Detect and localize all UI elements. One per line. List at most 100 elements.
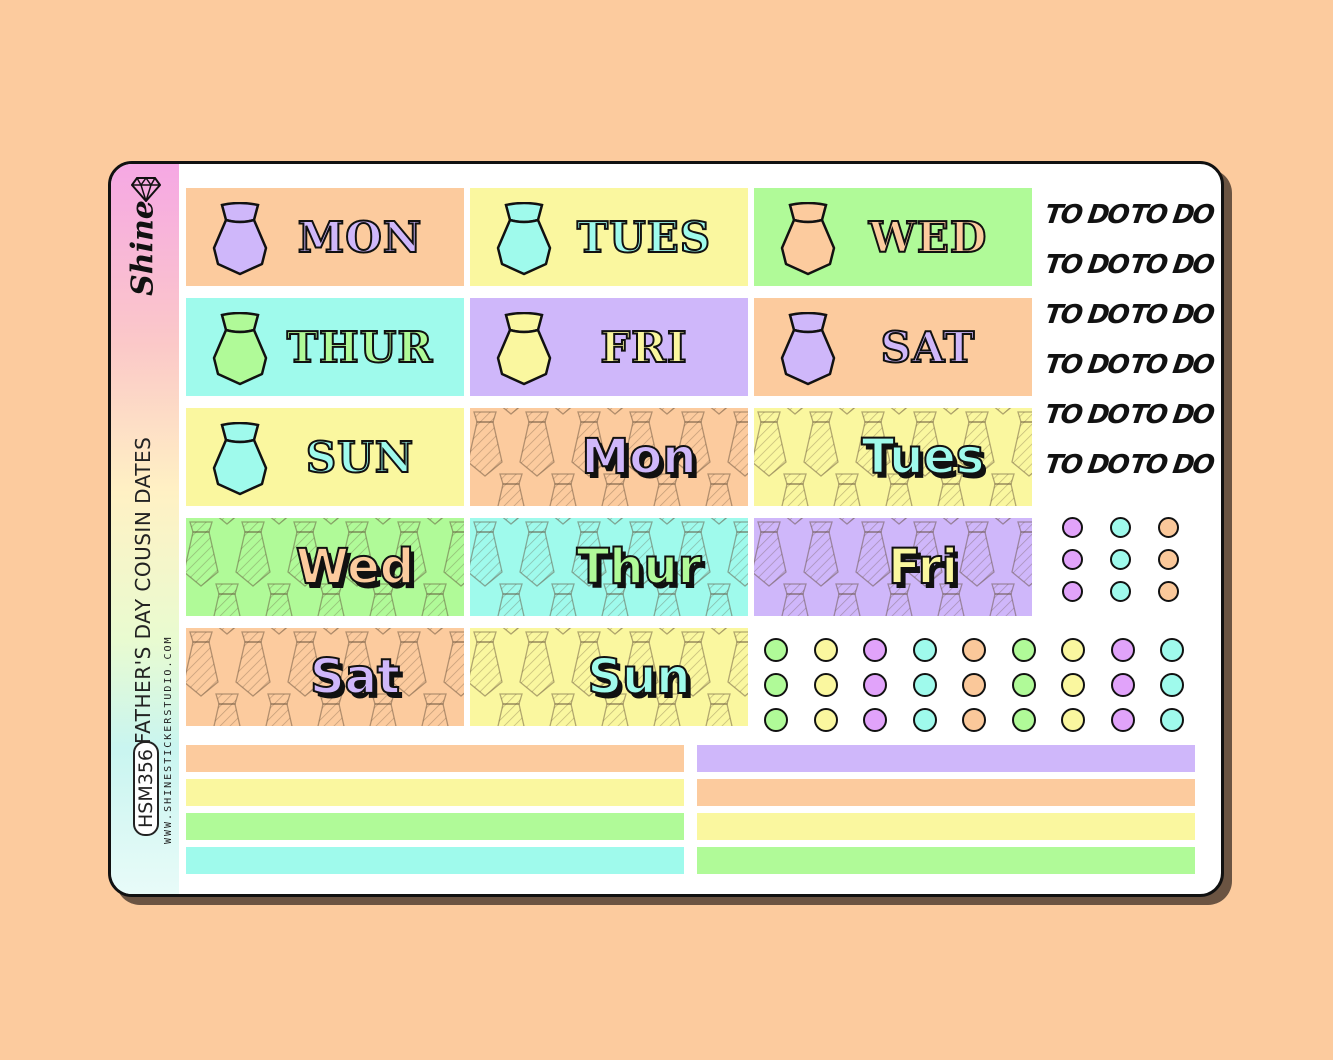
sidebar-brand-strip: Shine FATHER'S DAY COUSIN DATES HSM356 W…: [111, 164, 179, 894]
tie-pattern: [754, 408, 1032, 506]
dot-sticker: [1061, 708, 1085, 732]
todo-label: TO DO: [1042, 200, 1130, 230]
dot-sticker: [1062, 549, 1083, 570]
color-strip: [186, 779, 684, 806]
color-strip: [186, 745, 684, 772]
dot-sticker: [1160, 708, 1184, 732]
dot-sticker: [863, 638, 887, 662]
dot-sticker: [863, 673, 887, 697]
dot-sticker: [1011, 638, 1036, 662]
todo-label: TO DO: [1127, 300, 1215, 330]
day-sticker-tues: TUES: [470, 188, 748, 286]
dot-sticker: [1110, 549, 1131, 570]
dot-sticker: [1061, 638, 1085, 662]
dot-sticker: [912, 673, 937, 697]
day-sticker-fri: FRI: [470, 298, 748, 396]
sticker-sheet: Shine FATHER'S DAY COUSIN DATES HSM356 W…: [108, 161, 1224, 897]
day-sticker-sat: SAT: [754, 298, 1032, 396]
color-strip: [697, 847, 1195, 874]
todo-label: TO DO: [1042, 450, 1130, 480]
day-sticker-pattern-tues: Tues: [754, 408, 1032, 506]
dot-sticker: [1158, 517, 1179, 538]
dot-sticker: [863, 708, 887, 732]
tie-pattern: [470, 518, 748, 616]
dot-sticker: [813, 673, 838, 697]
tie-icon: [778, 311, 838, 390]
dot-sticker: [1061, 673, 1085, 697]
day-sticker-thur: THUR: [186, 298, 464, 396]
dot-sticker: [962, 638, 986, 662]
dot-sticker: [764, 638, 788, 662]
dot-sticker: [1158, 549, 1179, 570]
tie-pattern: [186, 518, 464, 616]
website-url: WWW.SHINESTICKERSTUDIO.COM: [163, 635, 174, 844]
dot-sticker: [1158, 581, 1179, 602]
tie-icon: [778, 201, 838, 280]
todo-label: TO DO: [1127, 400, 1215, 430]
todo-label: TO DO: [1042, 300, 1130, 330]
tie-icon: [210, 311, 270, 390]
dot-sticker: [912, 708, 937, 732]
todo-label: TO DO: [1042, 400, 1130, 430]
todo-label: TO DO: [1042, 250, 1130, 280]
dot-sticker: [1160, 673, 1184, 697]
tie-icon: [210, 201, 270, 280]
tie-pattern: [754, 518, 1032, 616]
day-label: SUN: [305, 432, 415, 483]
day-label: Sat: [309, 648, 401, 706]
dot-sticker: [1011, 708, 1036, 732]
color-strip: [186, 847, 684, 874]
dot-sticker: [1110, 517, 1131, 538]
day-label: Tues: [861, 428, 986, 486]
dot-sticker: [764, 673, 788, 697]
tie-icon: [494, 311, 554, 390]
dot-sticker: [813, 708, 838, 732]
todo-label: TO DO: [1042, 350, 1130, 380]
day-sticker-sun: SUN: [186, 408, 464, 506]
todo-label: TO DO: [1127, 450, 1215, 480]
day-sticker-pattern-wed: Wed: [186, 518, 464, 616]
dot-sticker: [764, 708, 788, 732]
dot-sticker: [1160, 638, 1184, 662]
day-sticker-pattern-fri: Fri: [754, 518, 1032, 616]
day-label: Sun: [587, 648, 692, 706]
dot-sticker: [813, 638, 838, 662]
day-label: FRI: [599, 322, 688, 373]
product-code: HSM356: [133, 740, 159, 836]
dot-sticker: [1011, 673, 1036, 697]
dot-sticker: [912, 638, 937, 662]
tie-pattern: [470, 628, 748, 726]
dot-sticker: [1110, 708, 1135, 732]
day-label: Thur: [576, 538, 703, 596]
todo-label: TO DO: [1127, 200, 1215, 230]
day-label: MON: [297, 212, 423, 263]
sheet-title: FATHER'S DAY COUSIN DATES: [131, 436, 155, 744]
day-label: Fri: [887, 538, 959, 596]
dot-sticker: [1062, 581, 1083, 602]
dot-sticker: [1110, 673, 1135, 697]
day-label: WED: [868, 212, 988, 263]
color-strip: [697, 745, 1195, 772]
dot-sticker: [1062, 517, 1083, 538]
day-sticker-mon: MON: [186, 188, 464, 286]
day-label: SAT: [880, 322, 976, 373]
todo-label: TO DO: [1127, 350, 1215, 380]
day-label: Wed: [295, 538, 415, 596]
brand-name: Shine: [125, 200, 161, 296]
diamond-icon: [131, 176, 161, 202]
day-sticker-wed: WED: [754, 188, 1032, 286]
brand-logo: Shine: [115, 170, 175, 320]
tie-icon: [210, 421, 270, 500]
dot-sticker: [962, 673, 986, 697]
color-strip: [186, 813, 684, 840]
color-strip: [697, 779, 1195, 806]
day-label: TUES: [576, 212, 712, 263]
day-sticker-pattern-sun: Sun: [470, 628, 748, 726]
day-label: THUR: [286, 322, 434, 373]
tie-pattern: [470, 408, 748, 506]
dot-sticker: [1110, 638, 1135, 662]
day-sticker-pattern-thur: Thur: [470, 518, 748, 616]
tie-icon: [494, 201, 554, 280]
day-sticker-pattern-mon: Mon: [470, 408, 748, 506]
color-strip: [697, 813, 1195, 840]
